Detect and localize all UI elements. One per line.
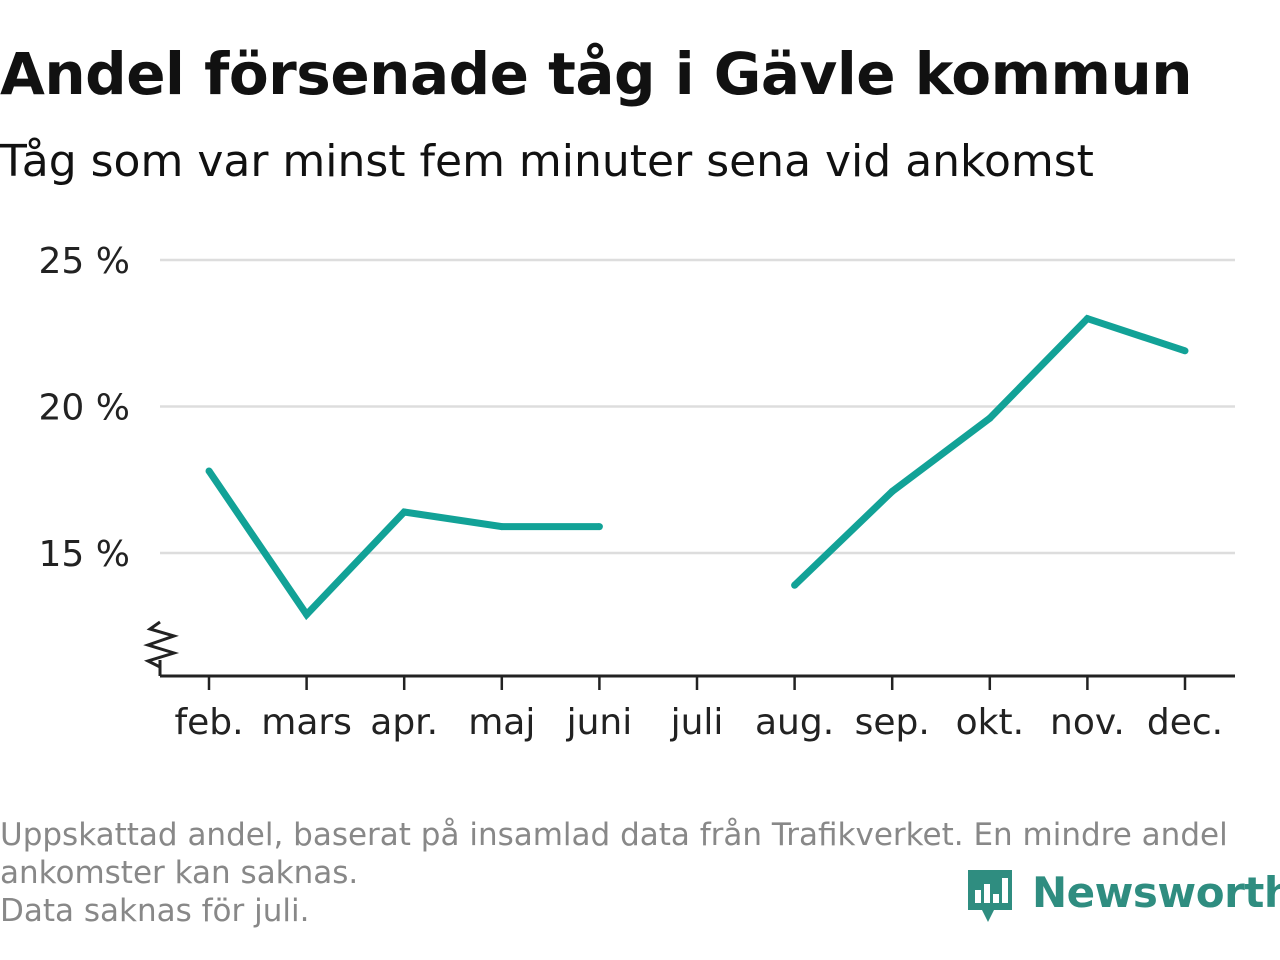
footnote: Uppskattad andel, baserat på insamlad da… (0, 816, 1228, 930)
data-point (595, 523, 603, 531)
x-tick-label: dec. (1147, 702, 1223, 743)
axis-break-icon (143, 620, 180, 669)
x-tick-label: aug. (755, 702, 834, 743)
x-tick-labels: feb. mars apr. maj juni juli aug. sep. okt. nov. d… (174, 702, 1223, 743)
x-tick-label: juli (670, 702, 724, 743)
data-point (986, 414, 994, 422)
chart-title: Andel försenade tåg i Gävle kommun (0, 40, 1193, 108)
y-tick-labels: 15 % 20 % 25 % (39, 241, 130, 575)
series-line-segment (792, 314, 1187, 588)
data-point (1181, 347, 1189, 355)
x-tick-label: maj (468, 702, 535, 743)
chart-subtitle: Tåg som var minst fem minuter sena vid a… (0, 136, 1094, 187)
series-layer (205, 314, 1189, 621)
x-tick-label: nov. (1050, 702, 1125, 743)
footnote-line-1: Uppskattad andel, baserat på insamlad da… (0, 817, 1228, 853)
line-chart: 15 % 20 % 25 % feb. mars apr. maj juni juli aug.… (39, 241, 1235, 743)
x-tick-label: apr. (370, 702, 438, 743)
y-tick-label: 15 % (39, 534, 130, 575)
x-tick-label: mars (261, 702, 352, 743)
series-line-segment (206, 468, 600, 621)
data-point (498, 523, 506, 531)
data-point (888, 487, 896, 495)
data-point (400, 508, 408, 516)
axis-layer (143, 620, 1235, 690)
footnote-line-3: Data saknas för juli. (0, 893, 310, 929)
brand-name: Newsworthy (1032, 868, 1280, 917)
data-point (303, 611, 311, 619)
newsworthy-logo-icon (968, 870, 1012, 922)
grid-layer (160, 258, 1235, 555)
y-tick-label: 20 % (39, 388, 130, 429)
footnote-line-2: ankomster kan saknas. (0, 855, 359, 891)
data-point (205, 467, 213, 475)
data-point (791, 581, 799, 589)
x-tick-label: sep. (855, 702, 930, 743)
x-tick-label: okt. (956, 702, 1024, 743)
data-point (1083, 315, 1091, 323)
x-tick-label: juni (566, 702, 633, 743)
y-tick-label: 25 % (39, 241, 130, 282)
brand-logo: Newsworthy (964, 866, 1280, 928)
x-tick-label: feb. (174, 702, 243, 743)
